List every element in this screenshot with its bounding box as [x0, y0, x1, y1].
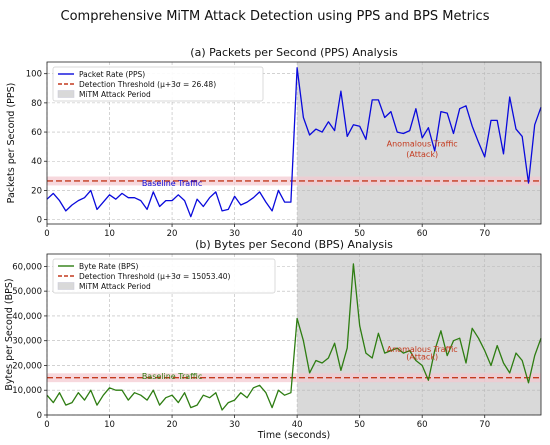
x-tick-label: 20	[167, 420, 178, 430]
x-axis-label: Time (seconds)	[257, 430, 331, 441]
y-tick-label: 100	[26, 70, 42, 80]
series-line-0	[46, 67, 542, 218]
legend-series-label: Packet Rate (PPS)	[79, 70, 145, 79]
annotation-label: (Attack)	[406, 150, 438, 159]
x-tick-label: 70	[479, 229, 490, 239]
legend-series-label: Byte Rate (BPS)	[79, 262, 138, 271]
annotation-label: Baseline Traffic	[142, 372, 203, 381]
legend-box	[52, 66, 264, 102]
annotation-label: Anomalous Traffic	[387, 140, 458, 149]
attack-period-shade	[297, 254, 541, 415]
axes-frame	[46, 61, 542, 225]
panel-subtitle: (b) Bytes per Second (BPS) Analysis	[195, 238, 393, 251]
x-tick-label: 20	[167, 229, 178, 239]
annotation-label: Baseline Traffic	[142, 179, 203, 188]
x-tick-label: 30	[229, 420, 240, 430]
axes-frame	[46, 253, 542, 416]
legend: Byte Rate (BPS)Detection Threshold (μ+3σ…	[52, 258, 276, 294]
y-tick-label: 40,000	[12, 312, 42, 322]
x-tick-label: 70	[479, 420, 490, 430]
y-tick-label: 20	[31, 186, 42, 196]
legend-threshold-label: Detection Threshold (μ+3σ = 15053.40)	[79, 272, 231, 281]
y-tick-label: 60	[31, 128, 42, 138]
x-tick-label: 40	[292, 420, 303, 430]
y-tick-label: 40	[31, 157, 42, 167]
legend-box	[52, 258, 276, 294]
x-tick-label: 0	[44, 420, 49, 430]
y-tick-label: 60,000	[12, 262, 42, 272]
legend-attack-label: MiTM Attack Period	[79, 282, 151, 291]
y-tick-label: 80	[31, 99, 42, 109]
legend-threshold-label: Detection Threshold (μ+3σ = 26.48)	[79, 80, 216, 89]
y-tick-label: 30,000	[12, 337, 42, 347]
x-tick-label: 50	[354, 229, 365, 239]
chart-panel-bps: (b) Bytes per Second (BPS) Analysis Basel…	[4, 238, 542, 441]
chart-panel-pps: (a) Packets per Second (PPS) Analysis Bas…	[6, 46, 542, 239]
x-tick-label: 40	[292, 229, 303, 239]
legend-attack-swatch	[57, 90, 75, 98]
y-axis-label: Bytes per Second (BPS)	[4, 278, 15, 390]
y-tick-label: 0	[37, 411, 42, 421]
legend-attack-swatch	[57, 282, 75, 290]
legend: Packet Rate (PPS)Detection Threshold (μ+…	[52, 66, 264, 102]
y-tick-label: 10,000	[12, 386, 42, 396]
y-tick-label: 20,000	[12, 361, 42, 371]
y-axis-label: Packets per Second (PPS)	[6, 83, 17, 204]
figure-title: Comprehensive MiTM Attack Detection usin…	[61, 9, 490, 24]
y-tick-label: 0	[37, 216, 42, 226]
panel-subtitle: (a) Packets per Second (PPS) Analysis	[190, 46, 398, 59]
attack-period-shade	[297, 62, 541, 224]
annotation-label: Anomalous Traffic	[387, 345, 458, 354]
series-line-0	[46, 263, 542, 411]
legend-attack-label: MiTM Attack Period	[79, 90, 151, 99]
y-tick-label: 50,000	[12, 287, 42, 297]
x-tick-label: 10	[104, 229, 115, 239]
x-tick-label: 60	[417, 420, 428, 430]
x-tick-label: 50	[354, 420, 365, 430]
x-tick-label: 0	[44, 229, 49, 239]
x-tick-label: 60	[417, 229, 428, 239]
annotation-label: (Attack)	[406, 352, 438, 361]
x-tick-label: 10	[104, 420, 115, 430]
x-tick-label: 30	[229, 229, 240, 239]
